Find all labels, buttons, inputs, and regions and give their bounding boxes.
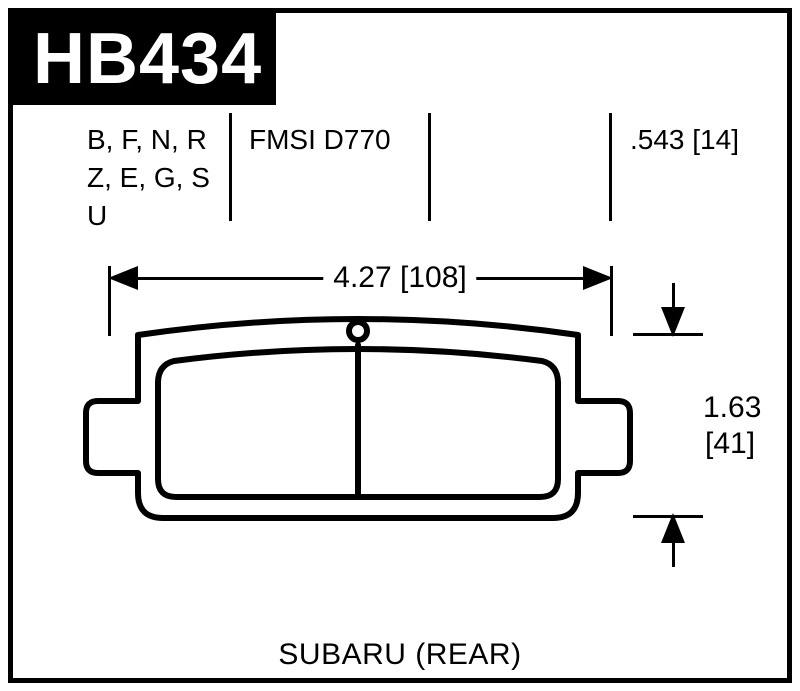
fmsi-col: FMSI D770 [249, 121, 391, 159]
height-arrow-top [661, 307, 685, 337]
part-number: HB434 [33, 18, 262, 100]
height-dim-label-in: 1.63 [703, 391, 761, 425]
compounds-line3: U [87, 197, 210, 235]
width-dim-label: 4.27 [108] [323, 261, 476, 295]
compounds-line2: Z, E, G, S [87, 159, 210, 197]
title-bar: HB434 [13, 13, 276, 105]
fmsi-label: FMSI D770 [249, 121, 391, 159]
footer-label: SUBARU (REAR) [13, 638, 787, 672]
thickness-label: .543 [14] [630, 121, 739, 159]
height-line-bot [672, 537, 675, 567]
thickness-col: .543 [14] [630, 121, 739, 159]
info-row: B, F, N, R Z, E, G, S U FMSI D770 .543 [… [13, 113, 787, 263]
height-dim-label-mm: [41] [705, 427, 755, 461]
brake-pad-outline [78, 313, 638, 543]
width-arrow-right [583, 266, 613, 290]
compounds-line1: B, F, N, R [87, 121, 210, 159]
compounds-col: B, F, N, R Z, E, G, S U [87, 121, 210, 234]
diagram-frame: HB434 B, F, N, R Z, E, G, S U FMSI D770 … [8, 8, 792, 683]
